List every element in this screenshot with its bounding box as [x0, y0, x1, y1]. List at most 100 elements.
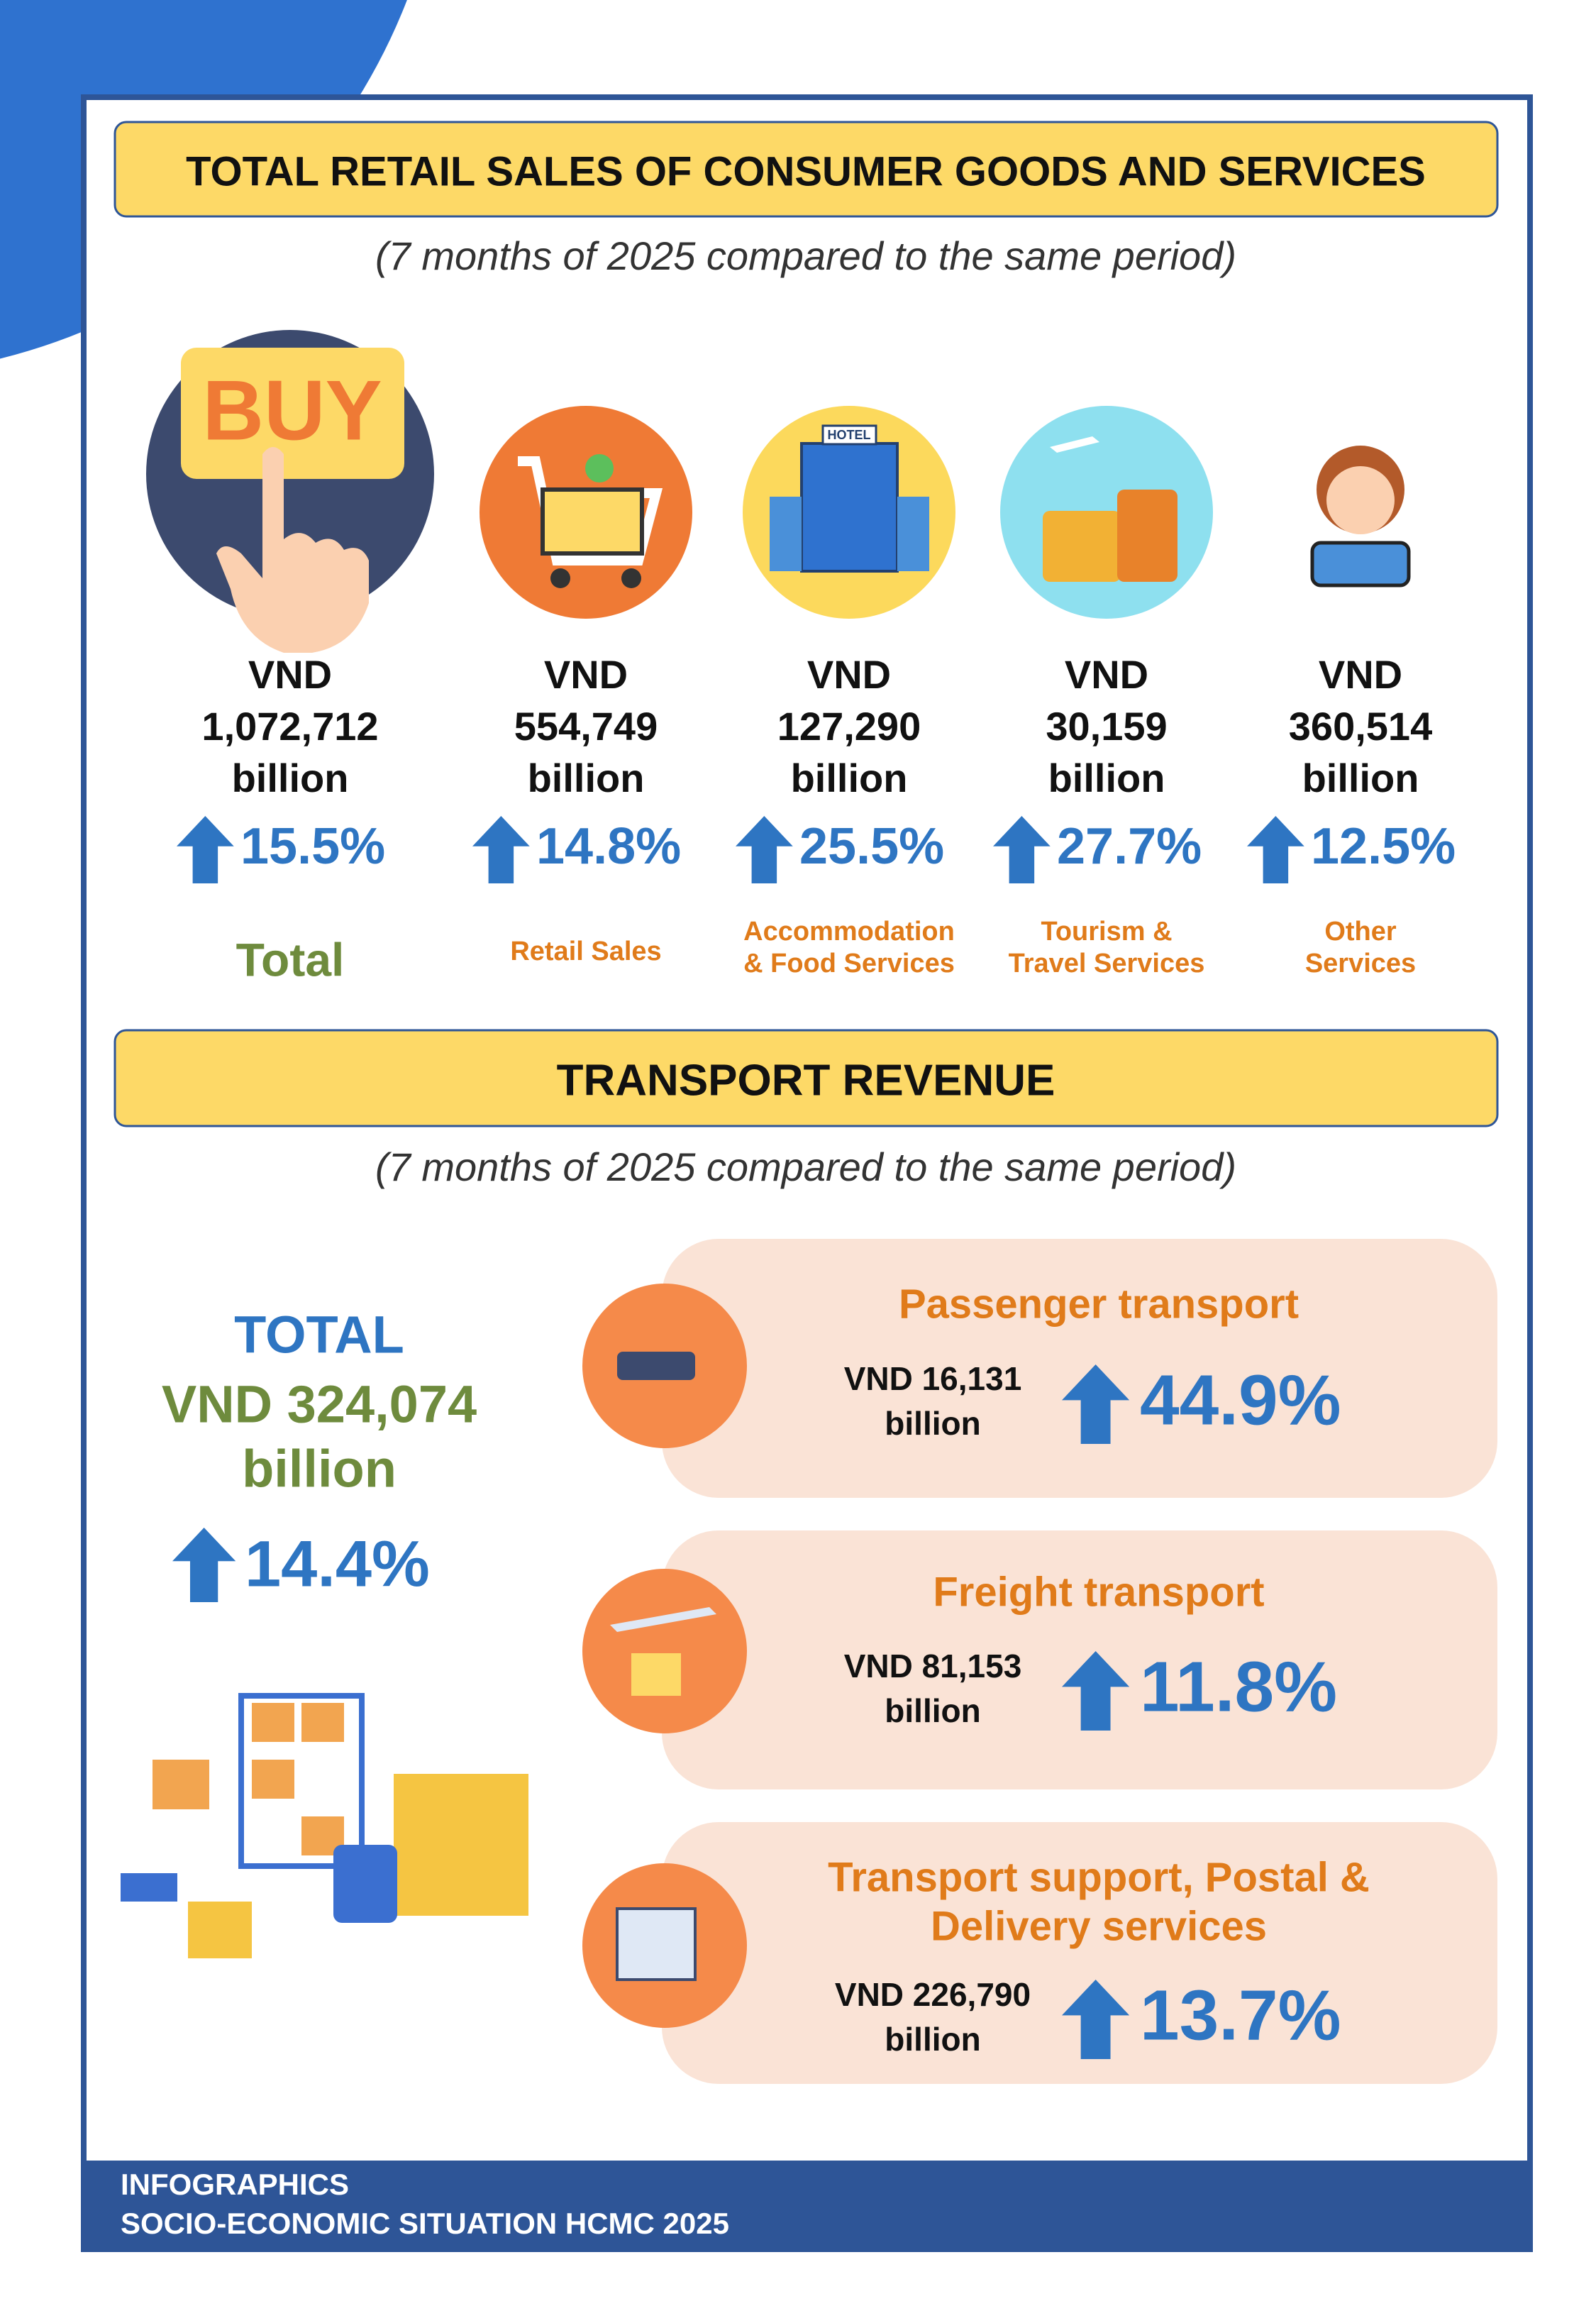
box	[252, 1703, 294, 1742]
plane	[610, 1607, 716, 1632]
section-title: TOTAL RETAIL SALES OF CONSUMER GOODS AND…	[186, 148, 1426, 194]
delivery-van	[616, 1907, 697, 1981]
growth: 15.5%	[240, 818, 385, 875]
amount: billion	[528, 756, 645, 800]
card-growth: 11.8%	[1140, 1647, 1337, 1726]
growth: 27.7%	[1057, 818, 1202, 875]
category-label: & Food Services	[743, 949, 955, 978]
suitcase	[1117, 490, 1177, 582]
pallet	[121, 1873, 177, 1902]
amount: VND	[248, 652, 332, 697]
up-arrow	[736, 816, 793, 883]
section-subtitle: (7 months of 2025 compared to the same p…	[375, 1144, 1236, 1189]
forklift	[188, 1902, 252, 1958]
title-box	[113, 121, 1499, 218]
box	[252, 1760, 294, 1799]
up-arrow	[1062, 1651, 1130, 1731]
card-title: Transport support, Postal &	[828, 1854, 1370, 1900]
buy-sign	[181, 348, 404, 479]
total-amount: VND 324,074	[162, 1375, 477, 1434]
growth: 12.5%	[1311, 818, 1456, 875]
amount: VND	[1065, 652, 1148, 697]
card-amount: VND 226,790	[835, 1976, 1031, 2013]
total-amount: billion	[242, 1440, 397, 1499]
category-label: Services	[1305, 949, 1416, 978]
plane	[1050, 436, 1099, 453]
amount: VND	[1319, 652, 1402, 697]
card-icon	[582, 1569, 747, 1733]
card-amount: billion	[885, 1405, 980, 1442]
hotel-sign-text: HOTEL	[828, 428, 871, 442]
container	[394, 1774, 528, 1916]
hotel	[800, 442, 899, 573]
up-arrow	[1247, 816, 1304, 883]
up-arrow	[172, 1528, 236, 1602]
amount: billion	[232, 756, 349, 800]
laptop	[1310, 541, 1411, 587]
hotel-wing	[770, 497, 802, 571]
card	[662, 1239, 1497, 1498]
wheel	[550, 568, 570, 588]
section-subtitle: (7 months of 2025 compared to the same p…	[375, 233, 1236, 278]
person-face	[1326, 466, 1395, 534]
seats	[617, 1352, 695, 1380]
cargo	[631, 1653, 681, 1696]
title-box	[113, 1029, 1499, 1127]
card-growth: 13.7%	[1140, 1975, 1341, 2055]
category-label: Retail Sales	[510, 937, 661, 966]
amount: billion	[1048, 756, 1165, 800]
amount: 1,072,712	[201, 704, 378, 749]
card-title: Freight transport	[933, 1569, 1264, 1615]
box	[153, 1760, 209, 1809]
card-amount: VND 81,153	[844, 1648, 1022, 1684]
truck-cab	[333, 1845, 397, 1923]
total-growth: 14.4%	[245, 1528, 430, 1600]
amount: 30,159	[1046, 704, 1167, 749]
category-label: Accommodation	[743, 917, 955, 947]
up-arrow	[177, 816, 234, 883]
wheel	[621, 568, 641, 588]
card-amount: billion	[885, 1692, 980, 1729]
hand	[216, 447, 369, 653]
category-label: Travel Services	[1009, 949, 1205, 978]
buy-sign-text: BUY	[202, 363, 382, 458]
up-arrow	[993, 816, 1051, 883]
warehouse-illustration	[121, 1693, 528, 1958]
amount: 554,749	[514, 704, 658, 749]
card	[662, 1530, 1497, 1789]
up-arrow	[1062, 1980, 1130, 2059]
amount: billion	[791, 756, 908, 800]
amount: VND	[807, 652, 891, 697]
growth: 25.5%	[799, 818, 944, 875]
hotel-wing	[897, 497, 929, 571]
suitcase	[1043, 511, 1121, 582]
amount: 360,514	[1289, 704, 1432, 749]
up-arrow	[472, 816, 530, 883]
total-label: TOTAL	[234, 1306, 404, 1364]
card-title: Delivery services	[931, 1903, 1267, 1949]
hotel-sign	[821, 424, 877, 446]
amount: 127,290	[777, 704, 921, 749]
cart-body	[541, 487, 644, 556]
footer-text: INFOGRAPHICS	[121, 2168, 349, 2201]
category-label: Other	[1324, 917, 1397, 947]
card-title: Passenger transport	[899, 1281, 1299, 1327]
growth: 14.8%	[536, 818, 681, 875]
footer-text: SOCIO-ECONOMIC SITUATION HCMC 2025	[121, 2207, 729, 2240]
amount: billion	[1302, 756, 1419, 800]
footer-band	[84, 2161, 1530, 2249]
category-label: Tourism &	[1041, 917, 1172, 947]
section-title: TRANSPORT REVENUE	[557, 1056, 1055, 1105]
card-amount: billion	[885, 2021, 980, 2058]
category-label: Total	[236, 933, 345, 986]
card	[662, 1822, 1497, 2084]
box	[301, 1703, 344, 1742]
plus	[585, 454, 614, 482]
card-amount: VND 16,131	[844, 1360, 1022, 1397]
card-growth: 44.9%	[1140, 1360, 1341, 1440]
up-arrow	[1062, 1364, 1130, 1444]
shelf	[238, 1693, 365, 1869]
amount: VND	[544, 652, 628, 697]
